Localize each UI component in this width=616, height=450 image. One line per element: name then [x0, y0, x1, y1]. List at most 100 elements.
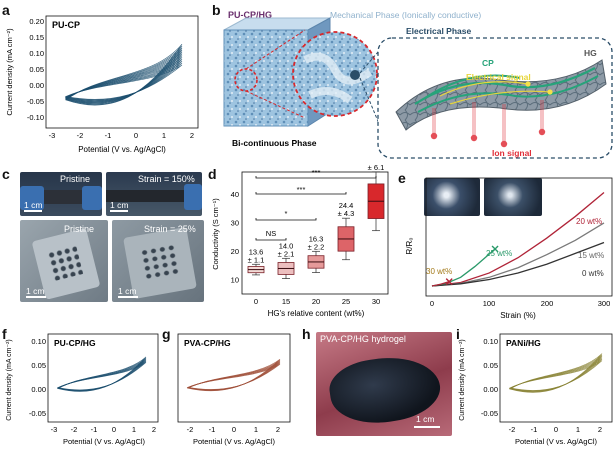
- b-ion-signal: Ion signal: [492, 148, 532, 158]
- e-lines: [431, 192, 605, 287]
- f-loops: [56, 356, 147, 392]
- a-ytick: 0.15: [29, 33, 44, 42]
- e-label-20: 20 wt%: [576, 217, 602, 226]
- f-xtick: -1: [91, 425, 98, 434]
- panel-a-letter: a: [2, 2, 10, 18]
- i-cv-loop: [509, 353, 603, 393]
- i-xtick: 2: [598, 425, 602, 434]
- d-yticks: 10 20 30 40: [231, 190, 239, 284]
- c-label-strain-25: Strain = 25%: [144, 224, 196, 234]
- b-bicontinuous: Bi-continuous Phase: [232, 138, 317, 148]
- a-ylabel: Current density (mA cm⁻²): [5, 28, 14, 116]
- f-xlabel: Potential (V vs. Ag/AgCl): [63, 437, 146, 446]
- d-sig: ***: [312, 168, 321, 177]
- a-xtick: -2: [77, 131, 84, 140]
- f-xtick: 0: [112, 425, 116, 434]
- panel-e-letter: e: [398, 170, 406, 186]
- d-error-label: ± 1.1: [248, 255, 265, 264]
- g-cv-loop: [186, 358, 281, 392]
- b-hg: HG: [584, 48, 597, 58]
- i-ytick: 0.00: [483, 385, 498, 394]
- d-marks: 13.6± 1.114.0± 2.116.3± 2.224.4± 4.337.7…: [247, 164, 385, 279]
- a-ytick: -0.10: [27, 113, 44, 122]
- d-value-label: 13.6: [249, 247, 264, 256]
- a-cv-loop: [65, 43, 183, 106]
- d-ytick: 30: [231, 219, 239, 228]
- panel-f-cv-chart: PU-CP/HG 0.10 0.05 0.00 -0.05 -3 -2 -1 0…: [6, 333, 159, 446]
- panel-e-line-chart: 20 wt% 15 wt% 0 wt% 25 wt% 30 wt% 0 100 …: [405, 177, 613, 320]
- e-series-line: [431, 281, 450, 287]
- c-label-pristine-bottom: Pristine: [64, 224, 95, 234]
- d-sig: *: [285, 209, 288, 218]
- a-cv-loop: [65, 55, 183, 103]
- e-failure-marker: [445, 278, 453, 286]
- a-ytick: 0.10: [29, 49, 44, 58]
- c-scale-text: 1 cm: [118, 286, 137, 296]
- f-label: PU-CP/HG: [54, 338, 96, 348]
- d-error-label: ± 2.2: [308, 242, 325, 251]
- c-scale-text: 1 cm: [24, 200, 43, 210]
- i-xlabel: Potential (V vs. Ag/AgCl): [515, 437, 598, 446]
- d-error-label: ± 4.3: [338, 209, 355, 218]
- d-xtick: 30: [372, 297, 380, 306]
- c-photo-strain-150: [106, 172, 202, 216]
- panel-g-cv-chart: PVA-CP/HG -2 -1 0 1 2 Potential (V vs. A…: [177, 333, 291, 446]
- b-title: PU-CP/HG: [228, 10, 272, 20]
- panel-b-letter: b: [212, 2, 221, 18]
- f-ytick: -0.05: [29, 409, 46, 418]
- a-cv-loop: [65, 49, 183, 104]
- a-cv-loop: [64, 64, 183, 100]
- a-ytick: 0.20: [29, 17, 44, 26]
- d-value-label: 24.4: [339, 201, 354, 210]
- panel-i-cv-chart: PANi/HG 0.10 0.05 0.00 -0.05 -2 -1 0 1 2…: [459, 333, 613, 446]
- a-xtick: 2: [190, 131, 194, 140]
- d-value-label: 14.0: [279, 241, 294, 250]
- i-xtick: -2: [509, 425, 516, 434]
- a-cv-loop: [65, 57, 183, 102]
- e-label-25: 25 wt%: [486, 249, 512, 258]
- panel-a-cv-chart: PU-CP 0.20 0.15 0.10 0.05 0.00 -0.05 -0.…: [5, 15, 199, 154]
- g-xtick: -2: [187, 425, 194, 434]
- c-scalebar: [118, 296, 138, 298]
- e-series-line: [431, 241, 605, 287]
- a-xtick: 1: [162, 131, 166, 140]
- c-photo-pristine-top: [20, 172, 102, 216]
- c-label-strain-150: Strain = 150%: [138, 174, 195, 184]
- f-ytick: 0.10: [31, 337, 46, 346]
- g-loops: [186, 358, 281, 392]
- i-label: PANi/HG: [506, 338, 541, 348]
- b-elec-signal: Electrical signal: [466, 72, 531, 82]
- a-xtick: -1: [105, 131, 112, 140]
- e-label-30: 30 wt%: [426, 267, 452, 276]
- f-xtick: -3: [51, 425, 58, 434]
- a-ytick: 0.05: [29, 65, 44, 74]
- g-xtick: 2: [276, 425, 280, 434]
- c-scale-text: 1 cm: [110, 200, 129, 210]
- d-value-label: 16.3: [309, 234, 324, 243]
- f-cv-loop: [57, 356, 147, 392]
- e-xtick: 100: [483, 299, 496, 308]
- a-ytick: 0.00: [29, 81, 44, 90]
- i-ylabel: Current density (mA cm⁻²): [459, 339, 466, 421]
- i-xtick: -1: [531, 425, 538, 434]
- f-xtick: -2: [71, 425, 78, 434]
- g-xlabel: Potential (V vs. Ag/AgCl): [193, 437, 276, 446]
- panel-d-letter: d: [208, 166, 217, 182]
- e-photo-1: [424, 178, 480, 216]
- e-xtick: 200: [541, 299, 554, 308]
- g-xtick: -1: [209, 425, 216, 434]
- f-ytick: 0.00: [31, 385, 46, 394]
- f-ylabel: Current density (mA cm⁻²): [6, 339, 13, 421]
- e-xlabel: Strain (%): [500, 311, 536, 320]
- d-sig: NS: [266, 229, 276, 238]
- panel-d-box-chart: 13.6± 1.114.0± 2.116.3± 2.224.4± 4.337.7…: [211, 164, 389, 318]
- e-failure-marker: [491, 245, 499, 253]
- e-xtick: 300: [598, 299, 611, 308]
- a-ytick: -0.05: [27, 97, 44, 106]
- panel-g-letter: g: [162, 326, 171, 342]
- g-xtick: 1: [254, 425, 258, 434]
- h-label: PVA-CP/HG hydrogel: [320, 334, 406, 344]
- f-xtick: 1: [132, 425, 136, 434]
- d-xlabel: HG's relative content (wt%): [268, 309, 365, 318]
- d-sig: ***: [297, 185, 306, 194]
